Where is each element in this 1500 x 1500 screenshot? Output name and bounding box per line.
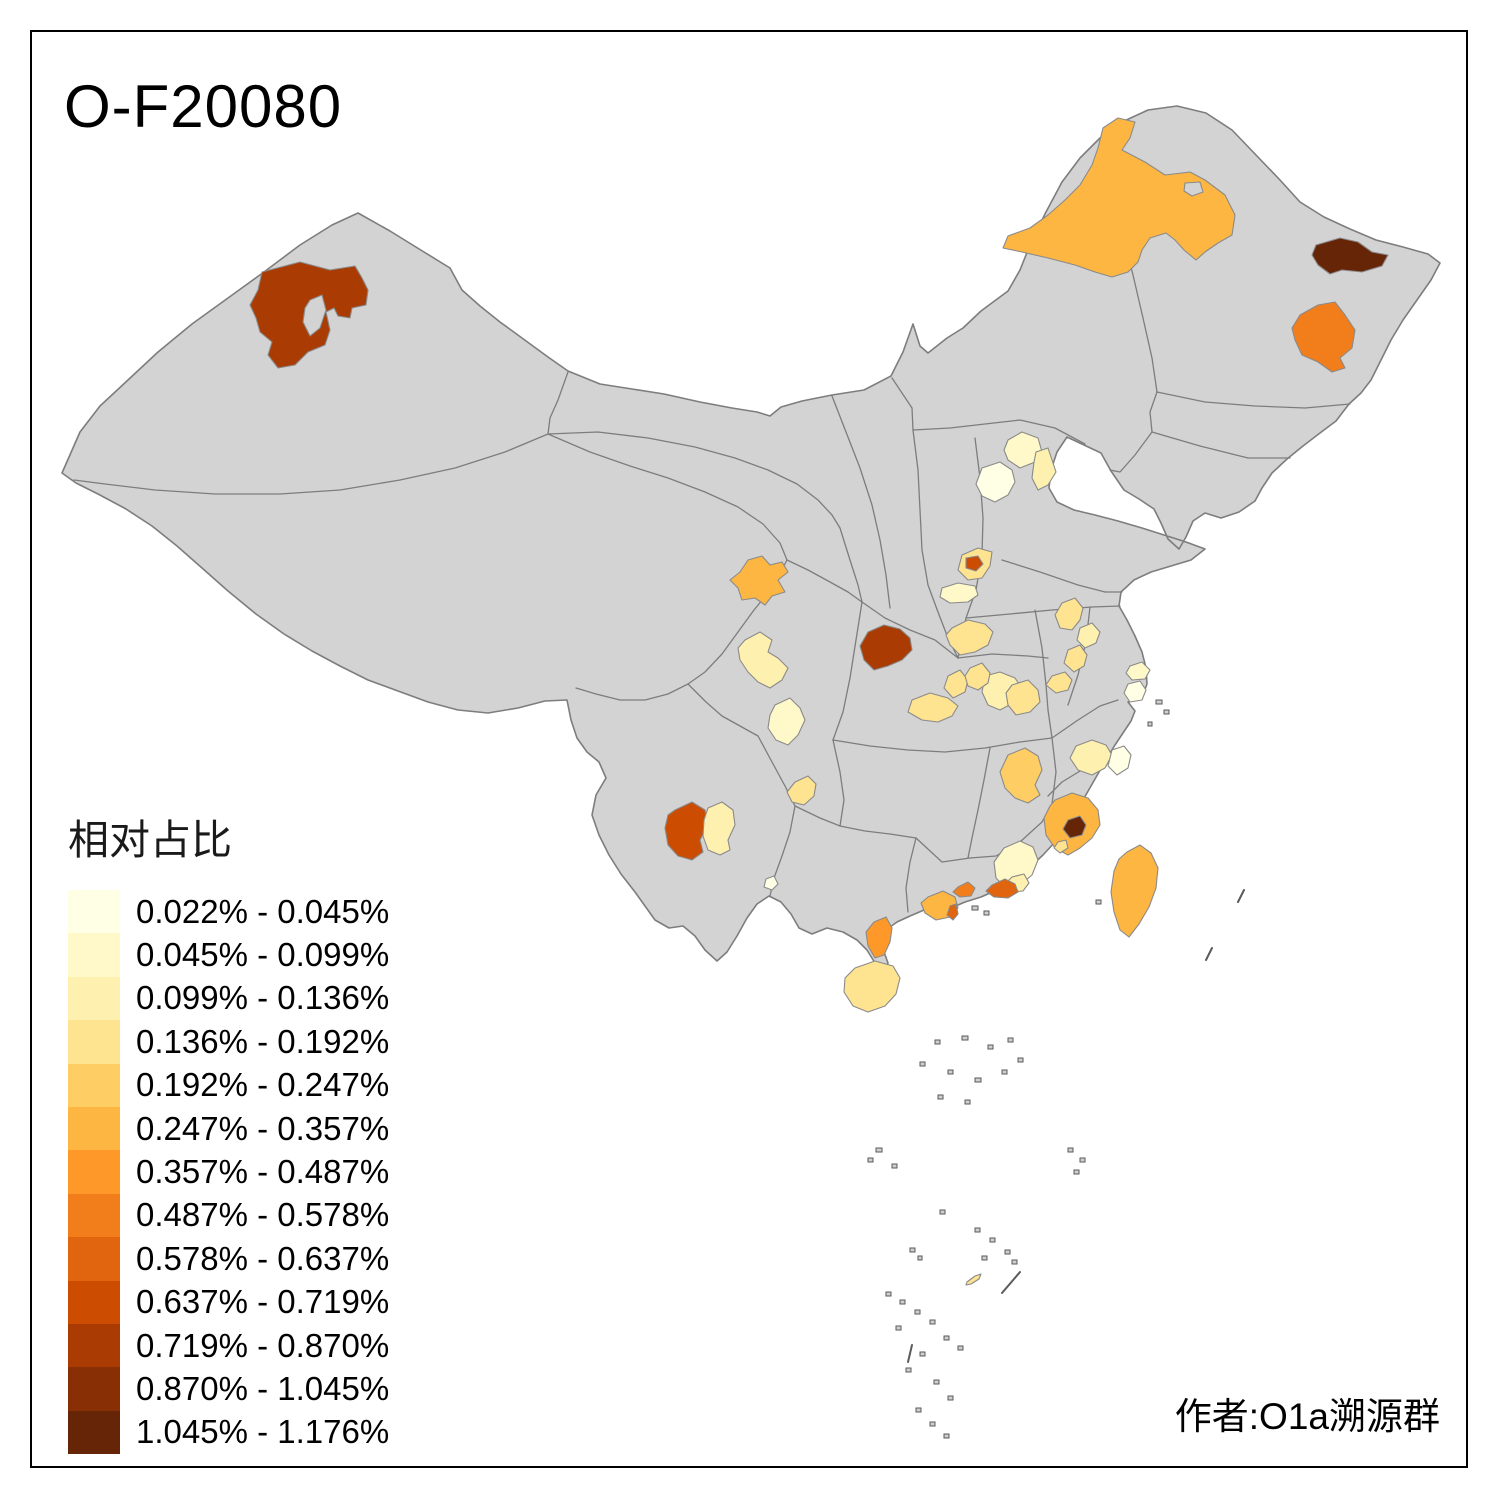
legend-swatch xyxy=(68,933,120,977)
region-north-anhui-2 xyxy=(1076,622,1101,649)
legend-row: 0.099% - 0.136% xyxy=(68,976,390,1021)
legend-range-label: 0.487% - 0.578% xyxy=(136,1196,390,1234)
legend-range-label: 0.578% - 0.637% xyxy=(136,1239,390,1277)
sea-islets xyxy=(867,699,1170,1439)
region-southwest-shaanxi xyxy=(859,624,913,671)
region-northwest-xinjiang xyxy=(249,261,369,369)
legend-range-label: 0.099% - 0.136% xyxy=(136,979,390,1017)
legend-row: 0.247% - 0.357% xyxy=(68,1106,390,1151)
legend-swatch xyxy=(68,1150,120,1194)
legend-swatch xyxy=(68,1323,120,1368)
legend-swatch xyxy=(68,890,120,934)
legend-title: 相对占比 xyxy=(68,817,232,863)
region-central-yunnan-east xyxy=(702,801,736,856)
legend-swatch xyxy=(68,1106,120,1151)
region-xiamen-area xyxy=(1062,815,1087,839)
region-shenzhen-area xyxy=(952,881,976,898)
region-central-hebei xyxy=(975,461,1016,503)
region-central-hubei xyxy=(907,692,959,723)
region-central-guizhou xyxy=(786,775,817,806)
region-south-china-sea-island xyxy=(965,1273,982,1286)
region-zhuhai-area xyxy=(946,903,959,921)
region-leizhou-peninsula xyxy=(865,916,893,959)
legend-swatch xyxy=(68,1280,120,1324)
legend-row: 0.022% - 0.045% xyxy=(68,890,390,934)
legend-swatch xyxy=(68,976,120,1021)
plot-frame-border xyxy=(30,30,1468,1468)
legend-swatch xyxy=(68,1193,120,1238)
region-central-anhui-2 xyxy=(1063,644,1088,673)
region-central-anhui-3 xyxy=(1045,671,1073,694)
legend-range-label: 0.045% - 0.099% xyxy=(136,936,390,974)
region-south-fujian-coast xyxy=(1053,839,1069,854)
legend-swatch xyxy=(68,1020,120,1064)
region-east-guangxi xyxy=(763,875,779,891)
region-hubei-anhui-border xyxy=(964,662,991,691)
legend-row: 0.578% - 0.637% xyxy=(68,1237,390,1281)
attribution-text: 作者:O1a溯源群 xyxy=(1174,1396,1440,1437)
region-north-sichuan xyxy=(737,631,789,689)
region-chaoshan-guangdong xyxy=(985,878,1019,899)
legend-row: 0.487% - 0.578% xyxy=(68,1193,390,1238)
legend-row: 1.045% - 1.176% xyxy=(68,1410,390,1455)
region-central-jiangxi xyxy=(999,747,1043,804)
region-north-henan-spot xyxy=(965,555,984,572)
legend-range-label: 0.870% - 1.045% xyxy=(136,1369,390,1407)
region-west-henan xyxy=(939,582,979,604)
region-north-hubei xyxy=(943,669,969,699)
legend-range-label: 0.719% - 0.870% xyxy=(136,1326,390,1364)
region-central-anhui-1 xyxy=(1005,679,1041,716)
legend-swatch xyxy=(68,1367,120,1411)
legend-row: 0.192% - 0.247% xyxy=(68,1063,390,1107)
region-central-yunnan xyxy=(664,801,709,861)
region-northwest-sichuan xyxy=(729,555,789,606)
legend-row: 0.719% - 0.870% xyxy=(68,1323,390,1368)
legend-swatch xyxy=(68,1063,120,1107)
legend-row: 0.637% - 0.719% xyxy=(68,1280,390,1324)
legend-swatch xyxy=(68,1410,120,1455)
region-east-heilongjiang xyxy=(1311,237,1389,275)
legend-row: 0.870% - 1.045% xyxy=(68,1367,390,1411)
legend-range-label: 0.192% - 0.247% xyxy=(136,1066,390,1104)
legend: 相对占比 0.022% - 0.045% 0.045% - 0.099% 0.099… xyxy=(68,806,390,1455)
legend-range-label: 0.637% - 0.719% xyxy=(136,1283,390,1321)
page-title: O-F20080 xyxy=(64,73,343,140)
region-southeast-heilongjiang xyxy=(1291,301,1356,373)
legend-swatch xyxy=(68,1237,120,1281)
region-hainan xyxy=(843,960,901,1013)
legend-range-label: 0.357% - 0.487% xyxy=(136,1153,390,1191)
legend-range-label: 1.045% - 1.176% xyxy=(136,1413,390,1451)
region-chengdu-plain xyxy=(767,697,806,746)
legend-rows: 0.022% - 0.045% 0.045% - 0.099% 0.099% - 0… xyxy=(68,890,390,1455)
choropleth-regions xyxy=(249,117,1389,1286)
legend-row: 0.045% - 0.099% xyxy=(68,933,390,977)
legend-range-label: 0.022% - 0.045% xyxy=(136,892,390,930)
region-shanghai-north xyxy=(1125,661,1151,681)
region-tianjin xyxy=(1031,447,1057,491)
legend-row: 0.136% - 0.192% xyxy=(68,1020,390,1064)
sea-dash-lines xyxy=(907,889,1245,1363)
region-northeast-fujian-coast xyxy=(1107,745,1132,776)
province-boundaries xyxy=(73,137,1351,913)
region-southwest-henan xyxy=(945,619,994,656)
region-taiwan xyxy=(1110,844,1159,938)
region-north-anhui-1 xyxy=(1054,597,1084,631)
legend-row: 0.357% - 0.487% xyxy=(68,1150,390,1194)
region-hulunbuir-inner-mongolia xyxy=(1002,117,1236,278)
region-shanghai-south xyxy=(1123,680,1147,703)
region-northwest-fujian xyxy=(1069,739,1113,776)
legend-range-label: 0.247% - 0.357% xyxy=(136,1109,390,1147)
legend-range-label: 0.136% - 0.192% xyxy=(136,1022,390,1060)
